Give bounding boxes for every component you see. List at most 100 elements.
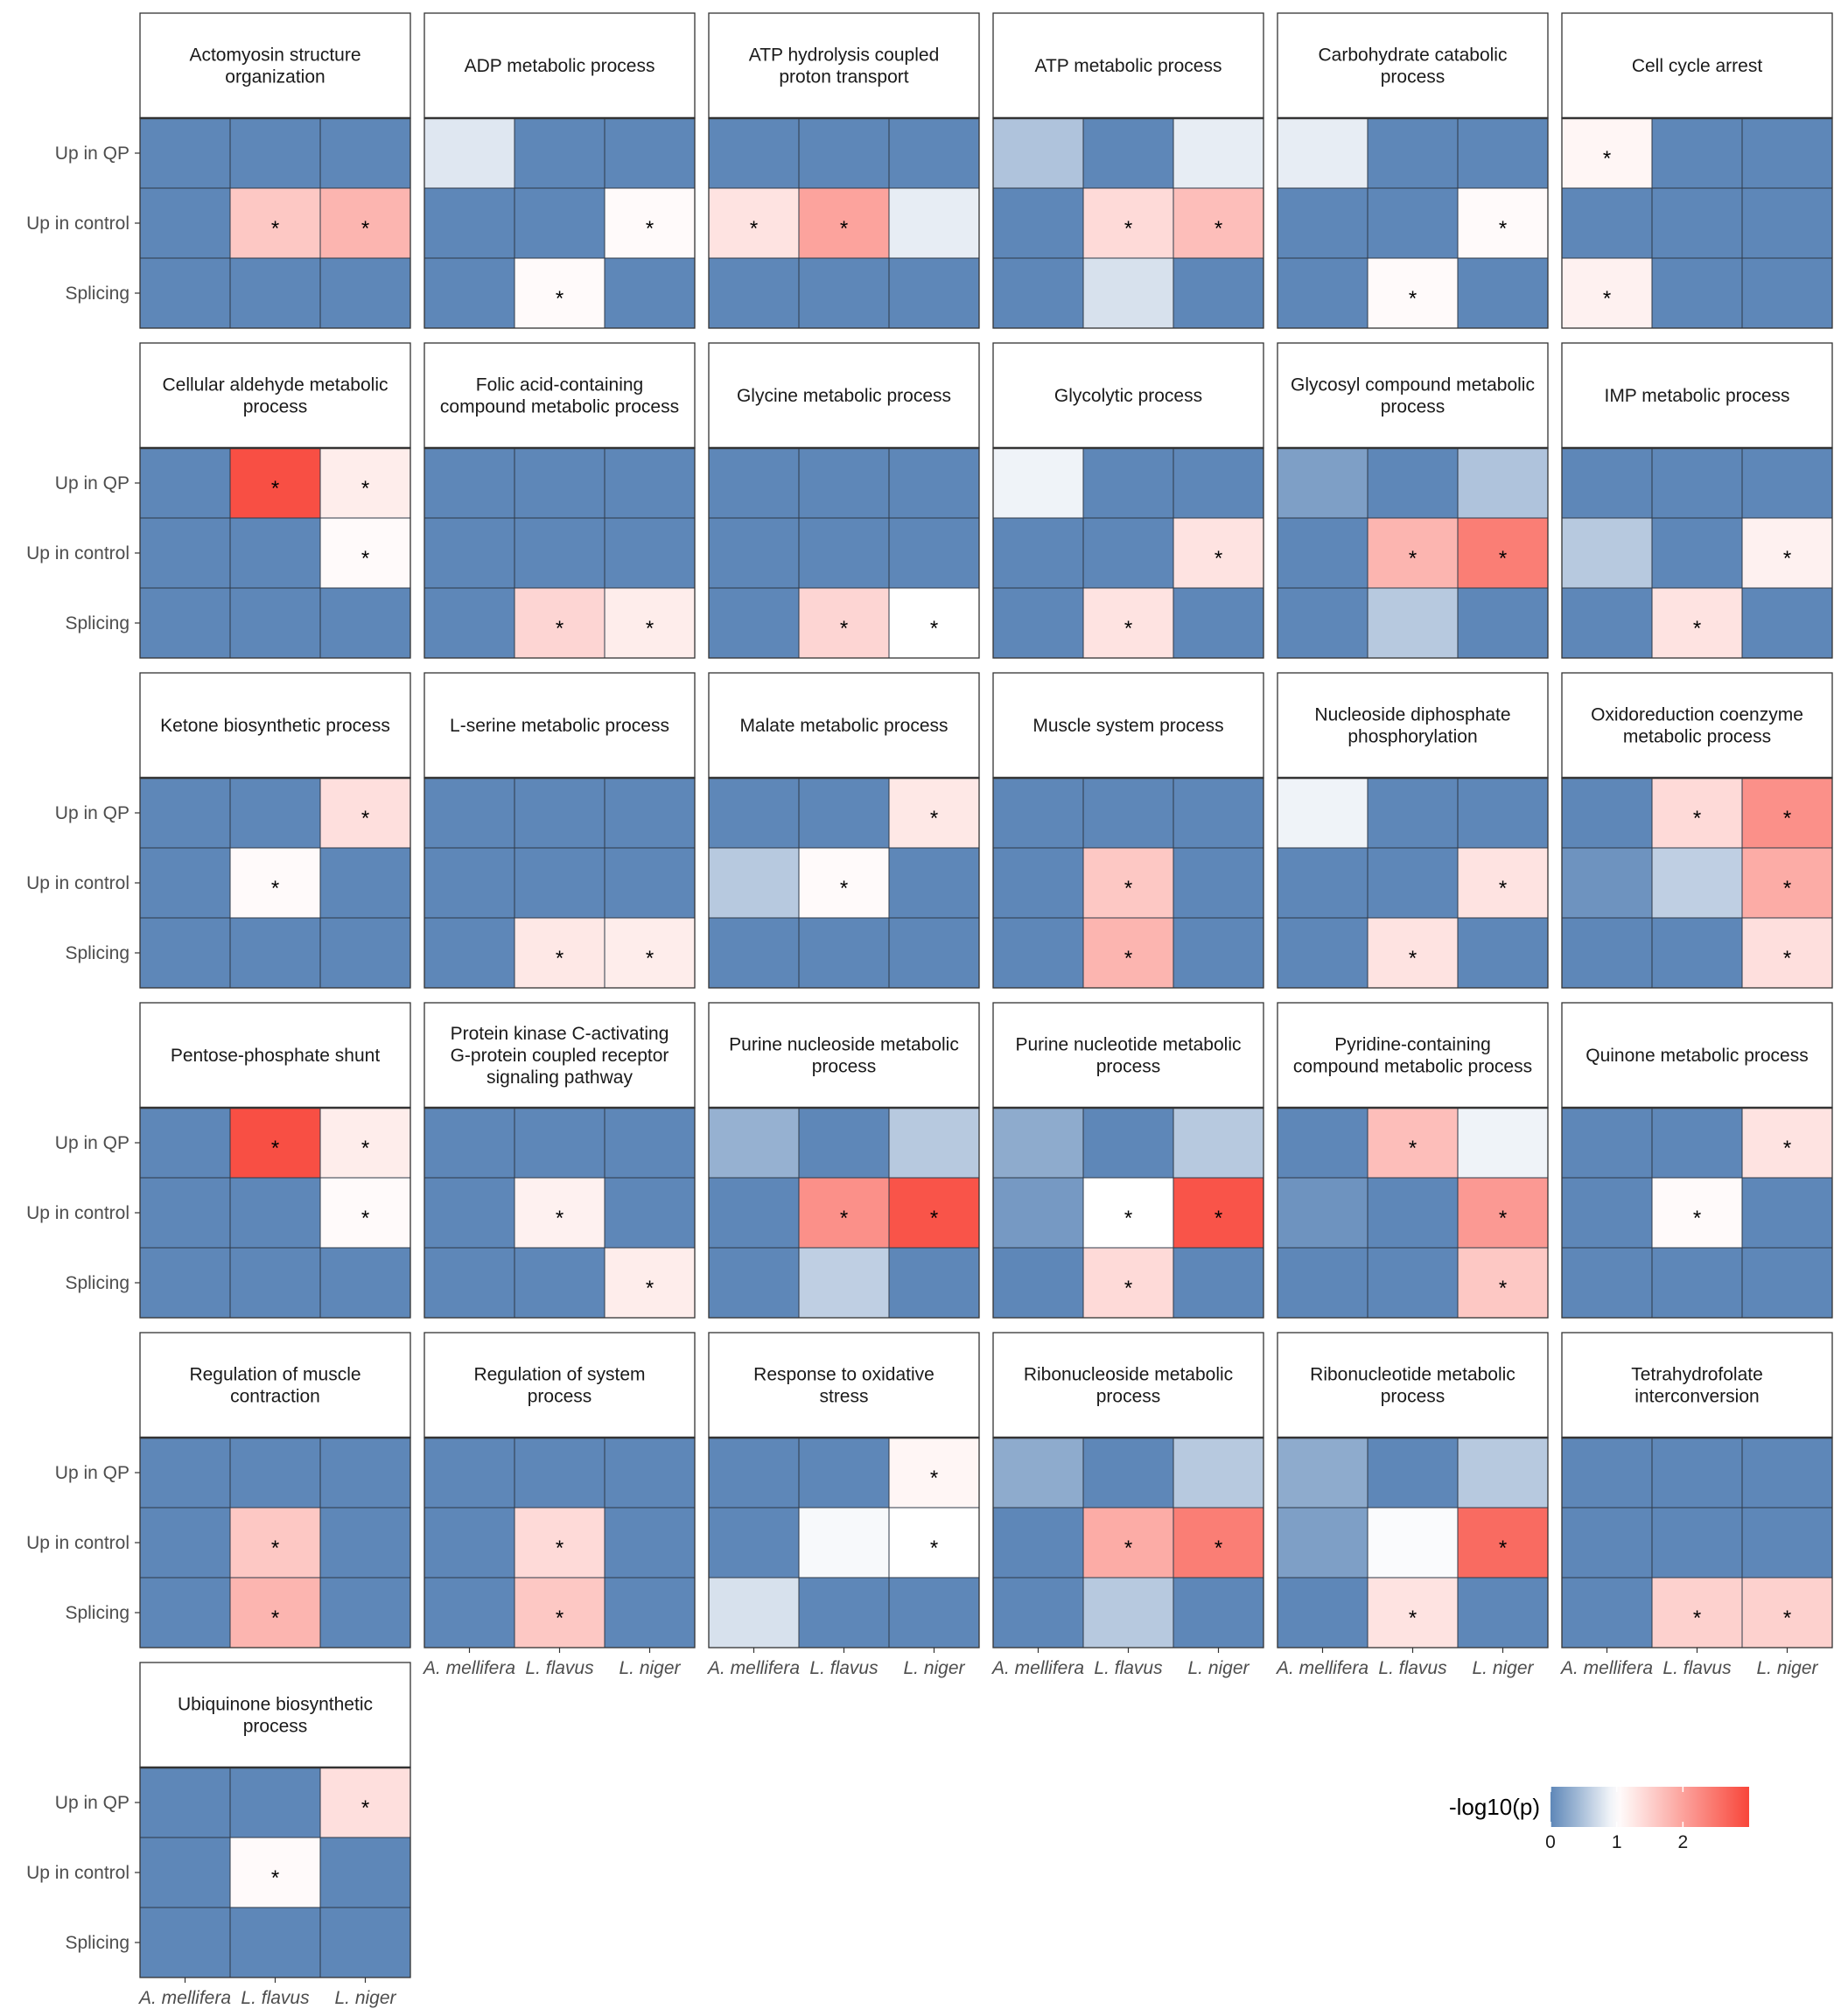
heatmap-cell — [229, 447, 321, 519]
significance-star: * — [1499, 1207, 1507, 1230]
heatmap-cell — [424, 447, 515, 519]
significance-star: * — [271, 1137, 279, 1160]
heatmap-cell — [1277, 917, 1368, 989]
heatmap-cell — [708, 1507, 800, 1578]
legend-tick-label: 0 — [1545, 1832, 1556, 1852]
heatmap-cell — [992, 1177, 1084, 1249]
panel-title: Nucleoside diphosphate — [1314, 705, 1510, 725]
panel-title: Quinone metabolic process — [1586, 1046, 1808, 1066]
panel-strip — [992, 1332, 1264, 1438]
heatmap-cell — [708, 1177, 800, 1249]
panel-title: phosphorylation — [1348, 727, 1477, 747]
significance-star: * — [1124, 1277, 1132, 1300]
heatmap-cell — [424, 587, 515, 659]
heatmap-cell — [319, 447, 411, 519]
heatmap-cell — [1367, 1437, 1459, 1508]
heatmap-cell — [1082, 1577, 1174, 1648]
significance-star: * — [646, 617, 654, 640]
heatmap-cell — [139, 917, 231, 989]
heatmap-cell — [424, 1107, 515, 1179]
heatmap-cell — [1277, 1177, 1368, 1249]
significance-star: * — [1693, 1207, 1701, 1230]
significance-star: * — [1409, 947, 1417, 970]
heatmap-cell — [1367, 777, 1459, 849]
heatmap-cell — [1367, 447, 1459, 519]
column-label: A. mellifera — [1559, 1658, 1653, 1678]
heatmap-cell — [1082, 517, 1174, 589]
column-label: L. niger — [1756, 1658, 1818, 1678]
panel-title: Pentose-phosphate shunt — [171, 1046, 381, 1066]
heatmap-cell — [1561, 1247, 1653, 1319]
panel-strip — [992, 12, 1264, 119]
heatmap-cell — [1457, 1107, 1549, 1179]
panel-strip — [139, 672, 411, 779]
panel-title: Cell cycle arrest — [1632, 56, 1763, 76]
panel-strip — [708, 1002, 980, 1109]
heatmap-cell — [1741, 447, 1833, 519]
panel-title: metabolic process — [1623, 727, 1771, 747]
heatmap-cell — [424, 117, 515, 189]
heatmap-cell — [1561, 777, 1653, 849]
heatmap-cell — [798, 1507, 890, 1578]
heatmap-cell — [1277, 1247, 1368, 1319]
heatmap-cell — [319, 917, 411, 989]
heatmap-cell — [992, 847, 1084, 919]
heatmap-cell — [1561, 1577, 1653, 1648]
significance-star: * — [556, 287, 564, 311]
panel-title: Glycine metabolic process — [737, 386, 951, 406]
legend: -log10(p)0 1 2 — [1449, 1787, 1749, 1852]
row-label: Splicing — [65, 613, 130, 634]
column-label: A. mellifera — [137, 1988, 231, 2008]
heatmap-cell — [1367, 257, 1459, 329]
heatmap-cell — [514, 847, 606, 919]
heatmap-cell — [1561, 187, 1653, 259]
row-label: Up in QP — [55, 473, 130, 494]
column-label: L. flavus — [525, 1658, 594, 1678]
heatmap-cell — [1741, 1437, 1833, 1508]
heatmap-cell — [1651, 1507, 1743, 1578]
heatmap-cell — [1651, 1247, 1743, 1319]
heatmap-cell — [229, 777, 321, 849]
heatmap-cell — [798, 1107, 890, 1179]
heatmap-cell — [1457, 1577, 1549, 1648]
panel-strip — [1277, 1002, 1549, 1109]
heatmap-cell — [888, 187, 980, 259]
heatmap-cell — [1367, 1107, 1459, 1179]
column-label: L. flavus — [241, 1988, 310, 2008]
panel-strip — [708, 1332, 980, 1438]
panel-title: IMP metabolic process — [1604, 386, 1789, 406]
heatmap-cell — [708, 517, 800, 589]
significance-star: * — [646, 217, 654, 241]
panel-title: Regulation of system — [473, 1365, 645, 1385]
heatmap-cell — [229, 1437, 321, 1508]
significance-star: * — [1124, 947, 1132, 970]
heatmap-cell — [1457, 517, 1549, 589]
significance-star: * — [1214, 1536, 1222, 1560]
heatmap-cell — [888, 1437, 980, 1508]
heatmap-cell — [1651, 1437, 1743, 1508]
heatmap-cell — [1457, 587, 1549, 659]
heatmap-cell — [798, 777, 890, 849]
heatmap-cell — [1277, 847, 1368, 919]
heatmap-cell — [1082, 447, 1174, 519]
heatmap-cell — [139, 1107, 231, 1179]
heatmap-cell — [708, 257, 800, 329]
panel-title: Tetrahydrofolate — [1631, 1365, 1763, 1385]
heatmap-cell — [1741, 1107, 1833, 1179]
significance-star: * — [361, 217, 369, 241]
heatmap-cell — [424, 1177, 515, 1249]
heatmap-cell — [514, 117, 606, 189]
panel: Ketone biosynthetic process * * Up in QP Up … — [26, 672, 411, 989]
heatmap-cell — [1651, 587, 1743, 659]
heatmap-cell — [1457, 847, 1549, 919]
heatmap-cell — [319, 1767, 411, 1838]
significance-star: * — [556, 1606, 564, 1630]
heatmap-cell — [1561, 847, 1653, 919]
heatmap-cell — [798, 1577, 890, 1648]
heatmap-cell — [1367, 187, 1459, 259]
